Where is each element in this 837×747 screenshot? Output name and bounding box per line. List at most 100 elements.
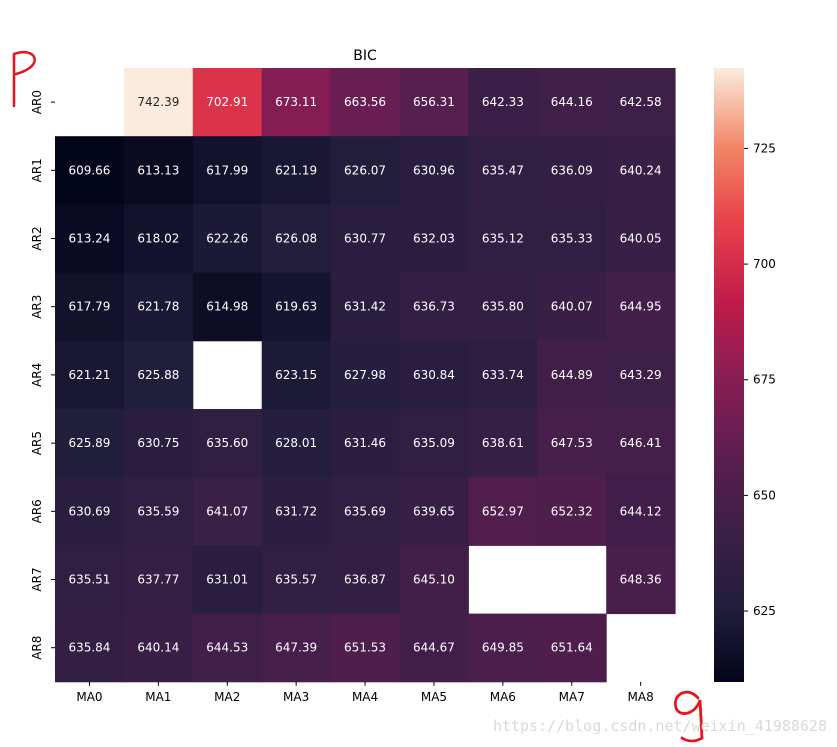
cell-value-label: 640.05 xyxy=(620,232,662,246)
heatmap-cells: 742.39 702.91 673.11 663.56 656.31 642.33 644.… xyxy=(55,68,676,683)
cell-value-label: 652.97 xyxy=(482,504,524,518)
cell-value-label: 617.99 xyxy=(206,163,248,177)
heatmap-cell xyxy=(261,340,332,410)
cell-value-label: 626.07 xyxy=(344,163,386,177)
heatmap-cell xyxy=(261,204,332,274)
cell-value-label: 640.24 xyxy=(620,163,662,177)
cell-value-label: 617.79 xyxy=(68,300,110,314)
heatmap-cell xyxy=(537,204,607,274)
heatmap-cell xyxy=(55,409,125,478)
cell-value-label: 630.75 xyxy=(137,436,179,450)
cell-value-label: 652.32 xyxy=(551,504,593,518)
heatmap-cell xyxy=(123,204,194,274)
heatmap-cell xyxy=(537,613,607,683)
cell-value-label: 643.29 xyxy=(620,368,662,382)
x-tick-label: MA2 xyxy=(214,690,240,704)
heatmap-cell xyxy=(606,340,676,410)
cell-value-label: 635.80 xyxy=(482,300,524,314)
cell-value-label: 635.33 xyxy=(551,232,593,246)
colorbar: 625 650 675 700 725 xyxy=(714,68,776,682)
heatmap-cell xyxy=(123,545,194,615)
heatmap-cell xyxy=(330,409,400,478)
heatmap-cell xyxy=(399,68,469,137)
y-tick-label: AR2 xyxy=(30,226,44,250)
cell-value-label: 644.53 xyxy=(206,641,248,655)
cell-value-label: 642.58 xyxy=(620,95,662,109)
heatmap-cell xyxy=(330,477,400,546)
heatmap-cell xyxy=(192,613,263,683)
heatmap-cell xyxy=(537,68,607,137)
heatmap-cell xyxy=(55,477,125,546)
heatmap-cell xyxy=(330,68,400,137)
heatmap-cell xyxy=(261,272,332,342)
heatmap-cell xyxy=(606,204,676,274)
cell-value-label: 635.47 xyxy=(482,163,524,177)
heatmap-cell xyxy=(192,409,263,478)
heatmap-cell xyxy=(606,272,676,342)
heatmap-cell xyxy=(55,340,125,410)
heatmap-cell xyxy=(123,613,194,683)
cell-value-label: 656.31 xyxy=(413,95,455,109)
cell-value-label: 626.08 xyxy=(275,232,317,246)
cell-value-label: 641.07 xyxy=(206,504,248,518)
cell-value-label: 635.59 xyxy=(137,504,179,518)
cell-value-label: 635.12 xyxy=(482,232,524,246)
handwritten-p-annotation xyxy=(12,51,36,108)
x-tick-label: MA5 xyxy=(421,690,447,704)
heatmap-cell xyxy=(468,68,538,137)
cell-value-label: 621.19 xyxy=(275,163,317,177)
cell-value-label: 642.33 xyxy=(482,95,524,109)
cell-value-label: 621.21 xyxy=(68,368,110,382)
heatmap-cell xyxy=(330,272,400,342)
cell-value-label: 647.39 xyxy=(275,641,317,655)
cell-value-label: 651.53 xyxy=(344,641,386,655)
heatmap-cell xyxy=(468,340,538,410)
y-tick-label: AR0 xyxy=(30,90,44,114)
cell-value-label: 636.73 xyxy=(413,300,455,314)
cell-value-label: 633.74 xyxy=(482,368,524,382)
heatmap-cell xyxy=(123,477,194,546)
heatmap-cell xyxy=(606,545,676,615)
cell-value-label: 631.42 xyxy=(344,300,386,314)
heatmap-cell xyxy=(399,272,469,342)
heatmap-cell xyxy=(123,136,194,205)
y-tick-label: AR6 xyxy=(30,499,44,523)
colorbar-tick-label: 650 xyxy=(753,488,776,502)
cell-value-label: 651.64 xyxy=(551,641,593,655)
heatmap-cell xyxy=(123,272,194,342)
cell-value-label: 702.91 xyxy=(206,95,248,109)
cell-value-label: 673.11 xyxy=(275,95,317,109)
heatmap-cell xyxy=(468,272,538,342)
heatmap-cell xyxy=(261,136,332,205)
cell-value-label: 627.98 xyxy=(344,368,386,382)
cell-value-label: 640.07 xyxy=(551,300,593,314)
heatmap-cell xyxy=(399,409,469,478)
y-tick-label: AR3 xyxy=(30,295,44,319)
heatmap-cell xyxy=(192,477,263,546)
cell-value-label: 644.12 xyxy=(620,504,662,518)
colorbar-tick-label: 625 xyxy=(753,604,776,618)
heatmap-cell xyxy=(537,477,607,546)
heatmap-cell xyxy=(537,409,607,478)
heatmap-cell xyxy=(55,272,125,342)
cell-value-label: 630.84 xyxy=(413,368,455,382)
cell-value-label: 623.15 xyxy=(275,368,317,382)
heatmap-cell xyxy=(399,204,469,274)
cell-value-label: 649.85 xyxy=(482,641,524,655)
cell-value-label: 609.66 xyxy=(68,163,110,177)
cell-value-label: 639.65 xyxy=(413,504,455,518)
cell-value-label: 637.77 xyxy=(137,573,179,587)
cell-value-label: 648.36 xyxy=(620,573,662,587)
heatmap-cell xyxy=(537,340,607,410)
cell-value-label: 625.88 xyxy=(137,368,179,382)
cell-value-label: 636.87 xyxy=(344,573,386,587)
cell-value-label: 640.14 xyxy=(137,641,179,655)
heatmap-cell xyxy=(55,613,125,683)
heatmap-cell xyxy=(330,613,400,683)
heatmap-cell xyxy=(399,136,469,205)
cell-value-label: 647.53 xyxy=(551,436,593,450)
heatmap-cell xyxy=(330,136,400,205)
cell-value-label: 628.01 xyxy=(275,436,317,450)
heatmap-cell xyxy=(192,204,263,274)
